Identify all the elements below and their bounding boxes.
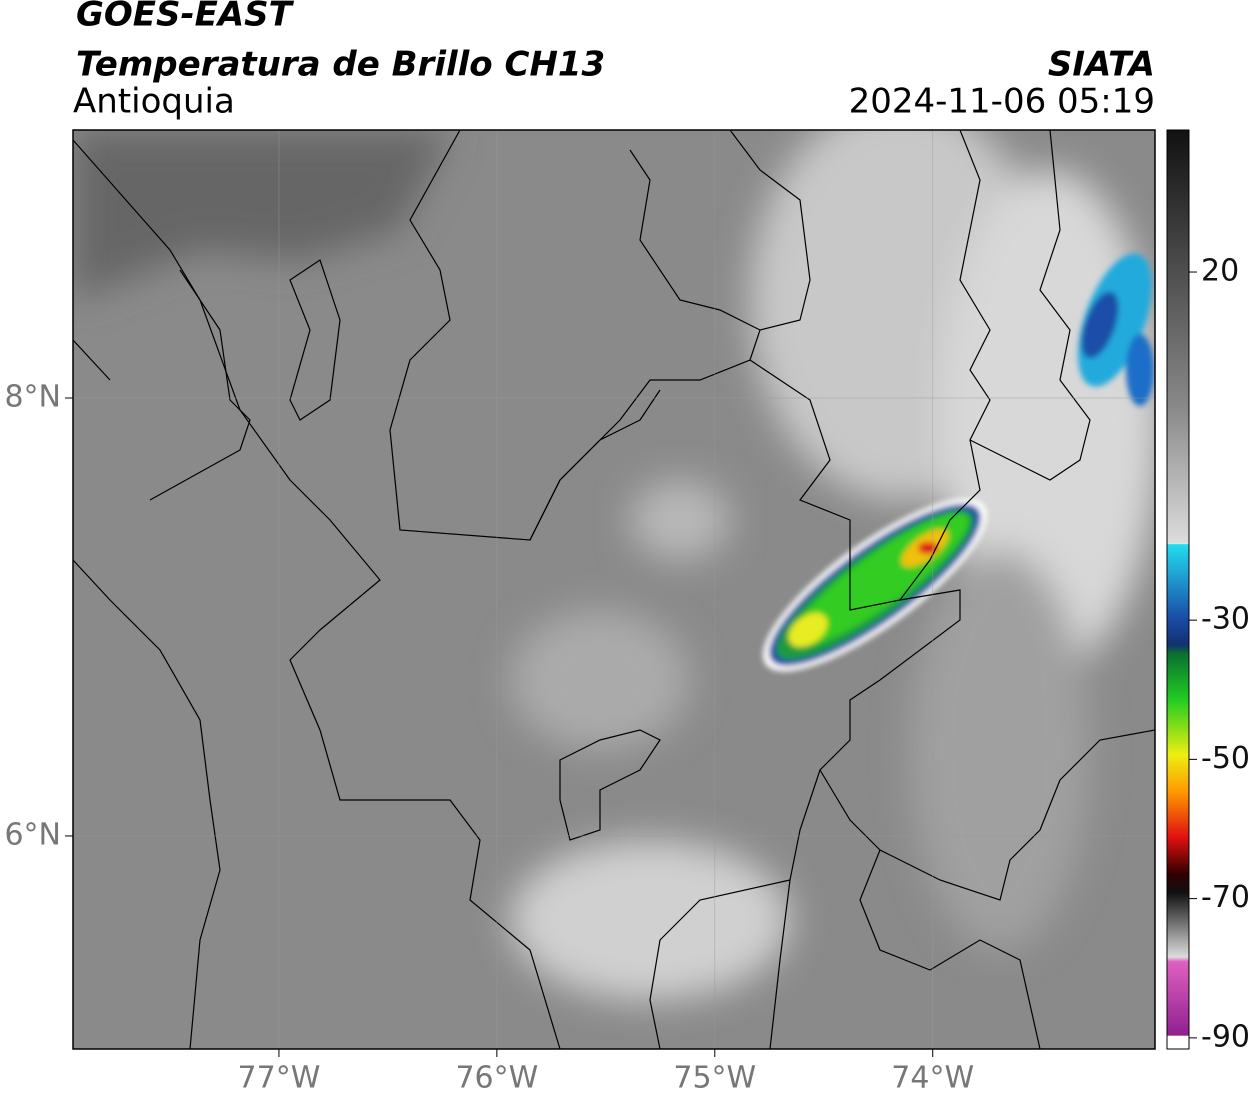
source: SIATA	[1048, 45, 1155, 85]
region: Antioquia	[73, 82, 235, 122]
storm-cell	[763, 498, 987, 672]
x-tick-label: 74°W	[891, 1061, 974, 1096]
boundaries	[73, 130, 1155, 1049]
x-tick-label: 76°W	[455, 1061, 538, 1096]
x-tick-label: 77°W	[238, 1061, 321, 1096]
colorbar-tick-label: -70	[1201, 880, 1250, 915]
colorbar-tick-label: -30	[1201, 602, 1250, 637]
subtitle: Temperatura de Brillo CH13	[76, 45, 605, 85]
map-frame	[72, 129, 1156, 1050]
colorbar-tick-label: -90	[1201, 1019, 1250, 1054]
cloud-patch	[1078, 253, 1154, 406]
y-tick-label: 6°N	[4, 817, 61, 852]
colorbar-tick-label: -50	[1201, 741, 1250, 776]
title: GOES-EAST	[76, 0, 295, 35]
colorbar	[1166, 129, 1190, 1050]
colorbar-tick-label: 20	[1201, 254, 1239, 289]
x-tick-label: 75°W	[673, 1061, 756, 1096]
y-tick-label: 8°N	[4, 380, 61, 415]
map-image	[73, 130, 1155, 1049]
datetime: 2024-11-06 05:19	[849, 82, 1155, 122]
